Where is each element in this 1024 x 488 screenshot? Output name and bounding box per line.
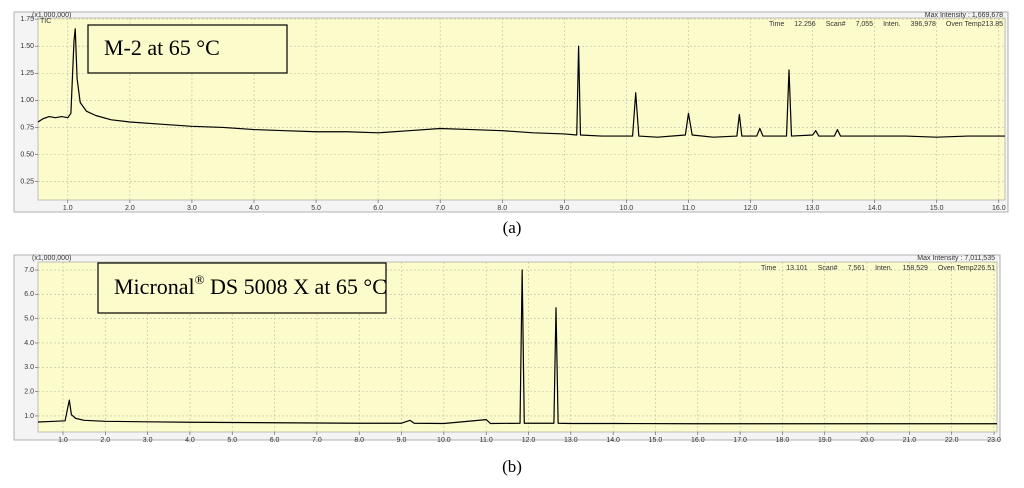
- x-tick-label: 11.0: [682, 205, 695, 212]
- y-tick-label: 1.00: [20, 97, 34, 104]
- signal-label: TIC: [40, 18, 51, 25]
- x-tick-label: 4.0: [185, 437, 195, 444]
- x-tick-label: 19.0: [818, 437, 832, 444]
- x-tick-label: 13.0: [564, 437, 578, 444]
- status-line: Time 12.256 Scan# 7,055 Inten. 396,978 Oven Te…: [769, 21, 1003, 28]
- x-tick-label: 23.0: [987, 437, 1001, 444]
- x-tick-label: 2.0: [125, 205, 135, 212]
- x-tick-label: 13.0: [806, 205, 820, 212]
- annotation-box: [87, 24, 288, 74]
- y-multiplier: (x1,000,000): [32, 255, 71, 262]
- x-tick-label: 16.0: [691, 437, 705, 444]
- status-field: 7,561: [848, 265, 866, 272]
- status-field: Scan#: [826, 21, 846, 28]
- x-tick-label: 11.0: [480, 437, 493, 444]
- x-tick-label: 10.0: [620, 205, 634, 212]
- x-tick-label: 15.0: [930, 205, 944, 212]
- status-field: 7,055: [856, 21, 874, 28]
- x-tick-label: 20.0: [860, 437, 874, 444]
- y-tick-label: 2.0: [24, 388, 34, 395]
- x-tick-label: 6.0: [373, 205, 383, 212]
- status-field: Inten.: [883, 21, 901, 28]
- x-tick-label: 21.0: [903, 437, 917, 444]
- x-tick-label: 9.0: [397, 437, 407, 444]
- y-tick-label: 3.0: [24, 364, 34, 371]
- caption: (a): [503, 218, 522, 237]
- annotation-mark: ®: [195, 272, 205, 287]
- status-field: Scan#: [818, 265, 838, 272]
- y-tick-label: 5.0: [24, 316, 34, 323]
- status-field: 396,978: [911, 21, 936, 28]
- x-tick-label: 16.0: [992, 205, 1006, 212]
- max-intensity: Max Intensity : 1,669,678: [925, 12, 1003, 19]
- signal-line: [37, 269, 997, 425]
- x-tick-label: 7.0: [435, 205, 445, 212]
- y-tick-label: 1.75: [20, 16, 34, 23]
- caption: (b): [502, 457, 522, 476]
- y-tick-label: 7.0: [24, 267, 34, 274]
- y-tick-label: 0.50: [20, 151, 34, 158]
- x-tick-label: 17.0: [733, 437, 747, 444]
- x-tick-label: 8.0: [354, 437, 364, 444]
- x-tick-label: 5.0: [227, 437, 237, 444]
- status-field: Time: [769, 21, 784, 28]
- signal-line: [37, 28, 1005, 138]
- y-tick-label: 1.50: [20, 43, 34, 50]
- x-tick-label: 14.0: [868, 205, 882, 212]
- x-tick-label: 4.0: [249, 205, 259, 212]
- x-tick-label: 3.0: [143, 437, 153, 444]
- annotation: Micronal® DS 5008 X at 65 °C: [114, 272, 387, 299]
- annotation-part: M-2 at 65 °C: [104, 35, 220, 60]
- max-intensity: Max Intensity : 7,011,535: [917, 255, 995, 262]
- annotation-part: DS 5008 X at 65 °C: [205, 274, 387, 299]
- x-tick-label: 2.0: [100, 437, 110, 444]
- y-tick-label: 0.75: [20, 124, 34, 131]
- status-field: Oven Temp226.51: [938, 265, 995, 272]
- status-field: 12.256: [794, 21, 816, 28]
- y-tick-label: 1.25: [20, 70, 34, 77]
- x-tick-label: 3.0: [187, 205, 197, 212]
- y-tick-label: 4.0: [24, 340, 34, 347]
- y-tick-label: 6.0: [24, 291, 34, 298]
- x-tick-label: 22.0: [945, 437, 959, 444]
- status-field: Time: [761, 265, 776, 272]
- status-field: 13.101: [786, 265, 808, 272]
- x-tick-label: 12.0: [522, 437, 536, 444]
- x-tick-label: 10.0: [437, 437, 451, 444]
- annotation: M-2 at 65 °C: [104, 35, 220, 60]
- annotation-box: [97, 262, 387, 314]
- y-tick-label: 1.0: [24, 413, 34, 420]
- x-tick-label: 9.0: [559, 205, 569, 212]
- status-field: Inten.: [875, 265, 893, 272]
- x-tick-label: 5.0: [311, 205, 321, 212]
- x-tick-label: 8.0: [497, 205, 507, 212]
- annotation-part: Micronal: [114, 274, 195, 299]
- y-tick-label: 0.25: [20, 178, 34, 185]
- x-tick-label: 1.0: [58, 437, 68, 444]
- x-tick-label: 15.0: [649, 437, 663, 444]
- x-tick-label: 6.0: [270, 437, 280, 444]
- x-tick-label: 14.0: [606, 437, 620, 444]
- status-field: Oven Temp213.85: [946, 21, 1003, 28]
- x-tick-label: 1.0: [63, 205, 73, 212]
- status-field: 158,529: [903, 265, 928, 272]
- status-line: Time 13.101 Scan# 7,561 Inten. 158,529 Oven Te…: [761, 265, 995, 272]
- x-tick-label: 12.0: [744, 205, 758, 212]
- x-tick-label: 7.0: [312, 437, 322, 444]
- y-multiplier: (x1,000,000): [32, 12, 71, 19]
- x-tick-label: 18.0: [776, 437, 790, 444]
